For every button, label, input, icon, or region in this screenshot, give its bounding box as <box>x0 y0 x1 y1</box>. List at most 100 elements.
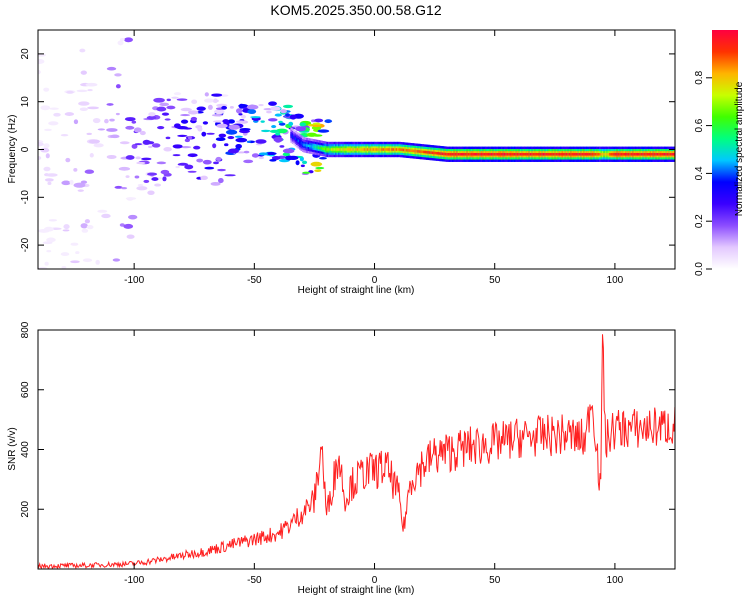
spectrogram-ridge-cell <box>397 148 400 151</box>
spectrogram-ridge-cell <box>480 152 484 156</box>
spectrogram-cell <box>123 223 134 229</box>
spectrogram-cell <box>134 143 143 146</box>
spectrogram-cell <box>302 171 311 174</box>
spectrogram-cell <box>202 159 212 165</box>
spectrogram-ridge-cell <box>361 148 364 151</box>
spectrogram-ridge-cell <box>541 152 544 156</box>
snr-xtick-label: -50 <box>247 575 262 586</box>
spectrogram-cell <box>48 219 58 222</box>
spectrogram-xlabel: Height of straight line (km) <box>298 285 415 296</box>
spectrogram-ridge-cell <box>581 152 585 156</box>
spectrogram-ridge-cell <box>320 147 323 150</box>
spectrogram-cell <box>274 113 282 117</box>
spectrogram-ridge-cell <box>400 148 403 151</box>
spectrogram-ridge-cell <box>444 152 448 156</box>
spectrogram-ridge-cell <box>469 152 472 156</box>
colorbar: 0.0 0.2 0.4 0.6 0.8 Normalized spectral ampl… <box>694 30 745 276</box>
spectrogram-ridge-cell <box>483 152 486 156</box>
spectrogram-ridge-cell <box>646 152 649 156</box>
spectrogram-cell <box>227 148 239 154</box>
spectrogram-cell <box>227 119 235 124</box>
spectrogram-cell <box>218 178 224 184</box>
spectrogram-cell <box>213 120 225 123</box>
spectrogram-ridge-cell <box>662 152 665 156</box>
spectrogram-ridge-cell <box>640 152 644 156</box>
spectrogram-ridge-cell <box>490 152 494 156</box>
spectrogram-cell <box>84 169 95 174</box>
spectrogram-cell <box>66 90 74 94</box>
spectrogram-cell <box>46 237 56 243</box>
spectrogram-cell <box>180 119 189 124</box>
spectrogram-ridge-cell <box>306 144 309 147</box>
spectrogram-ridge-cell <box>477 152 481 156</box>
spectrogram-ridge-cell <box>586 152 589 156</box>
spectrogram-ridge-cell <box>436 151 439 155</box>
snr-ytick-label: 400 <box>20 441 31 458</box>
spectrogram-cell <box>95 259 100 265</box>
spectrogram-cell <box>211 93 223 97</box>
spectrogram-cell <box>278 120 283 124</box>
spectrogram-ridge-cell <box>593 152 596 156</box>
spectrogram-ridge-cell <box>636 152 639 156</box>
spectrogram-ridge-cell <box>340 148 344 151</box>
spectrogram-cell <box>251 153 260 158</box>
spectrogram-cell <box>235 120 247 124</box>
spectrogram-ridge-cell <box>567 152 570 156</box>
spectrogram-ridge-cell <box>619 152 622 156</box>
spectrogram-ridge-cell <box>460 152 463 156</box>
spectrogram-ridge-cell <box>526 152 530 156</box>
spectrogram-cell <box>48 280 59 282</box>
spectrogram-ridge-cell <box>425 150 429 154</box>
spectrogram-ridge-cell <box>428 151 432 154</box>
spectrogram-ridge-cell <box>294 137 298 140</box>
spectrogram-ridge-cell <box>652 152 655 156</box>
spectrogram-cell <box>136 186 148 191</box>
spectrogram-ridge-cell <box>558 152 561 156</box>
spectrogram-ridge-cell <box>554 152 557 156</box>
spectrogram-cell <box>202 121 209 125</box>
spectrogram-ridge-cell <box>617 152 621 156</box>
spectrogram-cell <box>213 161 220 165</box>
spectrogram-ridge-cell <box>604 152 608 156</box>
spectrogram-cell <box>187 135 193 140</box>
spectrogram-ridge-cell <box>665 152 668 156</box>
spectrogram-cell <box>161 112 170 116</box>
spectrogram-cell <box>45 173 58 177</box>
spectrogram-ridge-cell <box>548 152 551 156</box>
spectrogram-ridge-cell <box>588 152 592 156</box>
spectrogram-cell <box>76 89 88 93</box>
spectrogram-cell <box>278 122 286 126</box>
spectrogram-cell <box>53 112 61 117</box>
spectrogram-ridge-cell <box>304 143 308 147</box>
spectrogram-cell <box>123 37 134 43</box>
spectrogram-cell <box>86 225 94 230</box>
spectrogram-cell <box>282 148 295 154</box>
spectrogram-ridge-cell <box>606 152 609 156</box>
snr-ytick-label: 200 <box>20 500 31 517</box>
colorbar-tick-label: 0.0 <box>694 262 705 276</box>
spectrogram-ridge-cell <box>376 148 380 151</box>
spectrogram-cell <box>156 106 167 112</box>
spectrogram-cell <box>287 155 299 160</box>
spectrogram-y-ticks: -20 -10 0 10 20 <box>20 48 675 252</box>
spectrogram-ridge-cell <box>454 152 458 156</box>
spectrogram-xtick-label: -50 <box>247 275 262 286</box>
spectrogram-cell <box>246 140 251 143</box>
spectrogram-ridge-cell <box>613 152 616 156</box>
spectrogram-ridge-cell <box>348 148 351 151</box>
spectrogram-cell <box>87 89 93 92</box>
spectrogram-cell <box>78 101 90 106</box>
spectrogram-cell <box>163 147 172 152</box>
spectrogram-ridge-cell <box>560 152 563 156</box>
spectrogram-ridge-cell <box>671 152 674 156</box>
spectrogram-ridge-cell <box>475 152 478 156</box>
spectrogram-ridge-cell <box>524 152 527 156</box>
spectrogram-cell <box>175 165 180 169</box>
spectrogram-ridge-cell <box>410 149 413 152</box>
spectrogram-cell <box>271 125 277 129</box>
spectrogram-ridge-cell <box>614 152 618 156</box>
spectrogram-cell <box>193 145 201 150</box>
spectrogram-cell <box>268 101 277 106</box>
spectrogram-cell <box>112 258 121 262</box>
